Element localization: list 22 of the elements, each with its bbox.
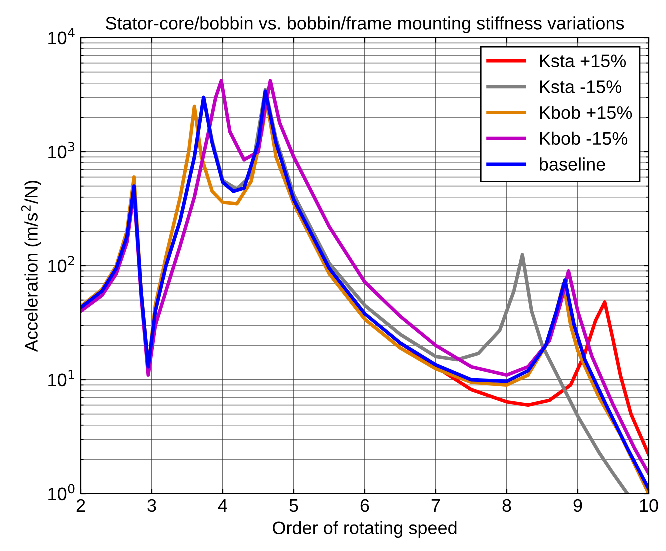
legend-label: Kbob -15% xyxy=(540,132,628,146)
x-tick-label: 5 xyxy=(290,500,298,512)
y-tick-label: 10$^{0}$ xyxy=(48,484,75,501)
x-axis-title: Order of rotating speed xyxy=(273,521,457,538)
y-tick-label: 10$^{3}$ xyxy=(48,142,75,159)
x-tick-label: 9 xyxy=(574,499,582,512)
y-axis-title: Acceleration (m/s$^{2}$/N) xyxy=(21,181,42,352)
legend-label: Ksta +15% xyxy=(540,54,626,68)
y-tick-label: 10$^{4}$ xyxy=(48,28,75,45)
x-tick-label: 7 xyxy=(432,500,440,512)
x-tick-label: 6 xyxy=(360,499,370,512)
x-tick-label: 2 xyxy=(76,499,86,512)
x-tick-label: 4 xyxy=(218,500,228,512)
legend-label: baseline xyxy=(540,158,606,171)
x-tick-label: 3 xyxy=(148,499,156,512)
legend-label: Kbob +15% xyxy=(540,106,632,120)
legend-label: Ksta -15% xyxy=(540,80,622,94)
y-tick-label: 10$^{2}$ xyxy=(48,256,74,273)
y-tick-label: 10$^{1}$ xyxy=(48,370,74,387)
chart-title: Stator-core/bobbin vs. bobbin/frame mounting stiffness variations xyxy=(106,16,624,34)
x-tick-label: 8 xyxy=(502,499,512,512)
x-tick-label: 10 xyxy=(640,499,658,512)
